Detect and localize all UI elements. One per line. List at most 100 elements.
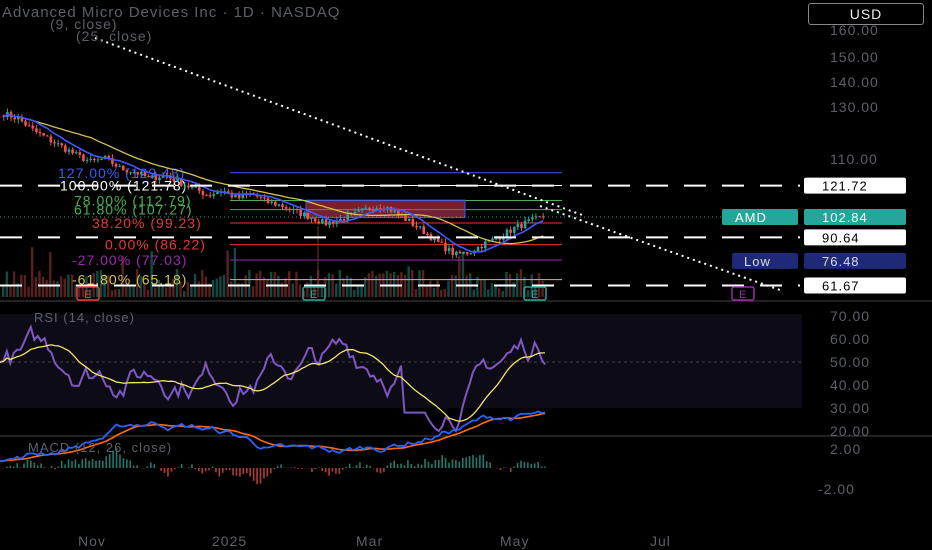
volume-bar — [186, 281, 190, 297]
currency-selector[interactable]: USD — [808, 3, 924, 25]
price-tag-label-box — [722, 209, 798, 226]
candle-body — [483, 241, 487, 249]
candle-body — [53, 142, 56, 144]
volume-bar — [248, 269, 251, 297]
candle-body — [491, 238, 494, 241]
volume-bar — [259, 270, 262, 297]
volume-bar — [476, 276, 479, 297]
candle-body — [360, 208, 364, 211]
candle-body — [299, 209, 302, 217]
candle-body — [266, 197, 270, 203]
candle-body — [234, 194, 237, 198]
volume-bar — [183, 290, 186, 297]
candle-body — [154, 175, 158, 181]
volume-bar — [240, 283, 244, 297]
candle-body — [397, 210, 400, 215]
volume-bar — [117, 289, 121, 297]
volume-bar — [251, 286, 255, 297]
volume-bar — [215, 278, 218, 297]
volume-bar — [306, 282, 309, 297]
candle-body — [176, 178, 179, 182]
volume-bar — [378, 273, 381, 297]
volume-bar — [237, 283, 240, 297]
trendline-projection[interactable] — [539, 205, 781, 291]
volume-bar — [487, 289, 490, 297]
candle-body — [534, 216, 538, 218]
volume-bar — [367, 273, 371, 297]
volume-bar — [407, 266, 410, 297]
candle-body — [476, 246, 480, 252]
candle-body — [281, 204, 284, 207]
candle-body — [324, 219, 328, 225]
volume-bar — [150, 251, 153, 297]
candle-body — [494, 238, 498, 240]
trendlines[interactable] — [0, 37, 800, 291]
candle-body — [328, 221, 331, 225]
candle-body — [74, 152, 78, 154]
fib-level-label: 78.00% (112.79) — [74, 193, 191, 209]
volume-bar — [497, 288, 501, 297]
volume-bar — [287, 271, 291, 297]
volume-bar — [421, 269, 425, 297]
earnings-marker[interactable] — [76, 286, 100, 301]
volume-bar — [135, 269, 139, 297]
fib-extension[interactable]: 127.00% (129.48)100.00% (121.78)78.00% (… — [58, 165, 562, 288]
volume-bar — [78, 286, 81, 297]
candle-body — [357, 210, 360, 212]
candle-body — [71, 149, 74, 154]
candle-body — [140, 171, 143, 175]
price-tag-label-box — [732, 252, 798, 269]
candle-body — [230, 192, 234, 198]
volume-bar — [360, 285, 363, 297]
candle-body — [270, 201, 273, 203]
ma-slow-legend: (25, close) — [76, 28, 152, 44]
ma-fast-line — [3, 113, 544, 254]
candle-body — [147, 176, 150, 178]
volume-bar — [5, 271, 9, 297]
candle-body — [284, 206, 288, 209]
candle-body — [455, 251, 458, 256]
volume-bar — [411, 269, 414, 297]
time-axis[interactable]: Nov 2025 Mar May Jul — [78, 533, 671, 549]
earnings-marker[interactable] — [731, 286, 755, 301]
volume-bar — [139, 276, 142, 297]
volume-bar — [356, 286, 360, 297]
price-tag-box — [804, 252, 906, 269]
fib-level-label: 61.80% (107.27) — [74, 202, 193, 218]
candle-body — [197, 186, 201, 192]
volume-bar — [88, 289, 92, 297]
candle-body — [111, 157, 114, 164]
earnings-marker-letter: E — [84, 289, 91, 301]
volume-bar — [364, 277, 367, 297]
candle-body — [313, 218, 317, 222]
earnings-marker[interactable] — [523, 286, 547, 301]
candle-body — [451, 247, 454, 256]
earnings-marker[interactable] — [302, 286, 326, 301]
volume-bar — [331, 274, 334, 297]
price-candles — [2, 108, 545, 259]
candle-body — [93, 158, 96, 160]
candle-body — [422, 226, 426, 235]
candle-body — [241, 194, 245, 199]
candle-body — [42, 133, 45, 136]
volume-bar — [338, 269, 342, 297]
volume-bar — [494, 286, 497, 297]
volume-bar — [45, 280, 48, 297]
volume-bar — [34, 277, 37, 297]
price-tag-value: 76.48 — [822, 254, 860, 269]
candle-body — [378, 208, 382, 210]
volume-bar — [146, 289, 150, 297]
candle-body — [205, 195, 208, 197]
candle-body — [31, 125, 35, 129]
volume-bar — [222, 274, 226, 297]
volume-bar — [179, 281, 182, 297]
volume-bar — [81, 284, 85, 297]
volume-bar — [324, 277, 327, 297]
price-tag-value: 61.67 — [822, 279, 860, 294]
volume-bar — [110, 290, 114, 297]
volume-bar — [450, 274, 454, 297]
volume-bar — [201, 269, 204, 297]
volume-bar — [392, 271, 396, 297]
